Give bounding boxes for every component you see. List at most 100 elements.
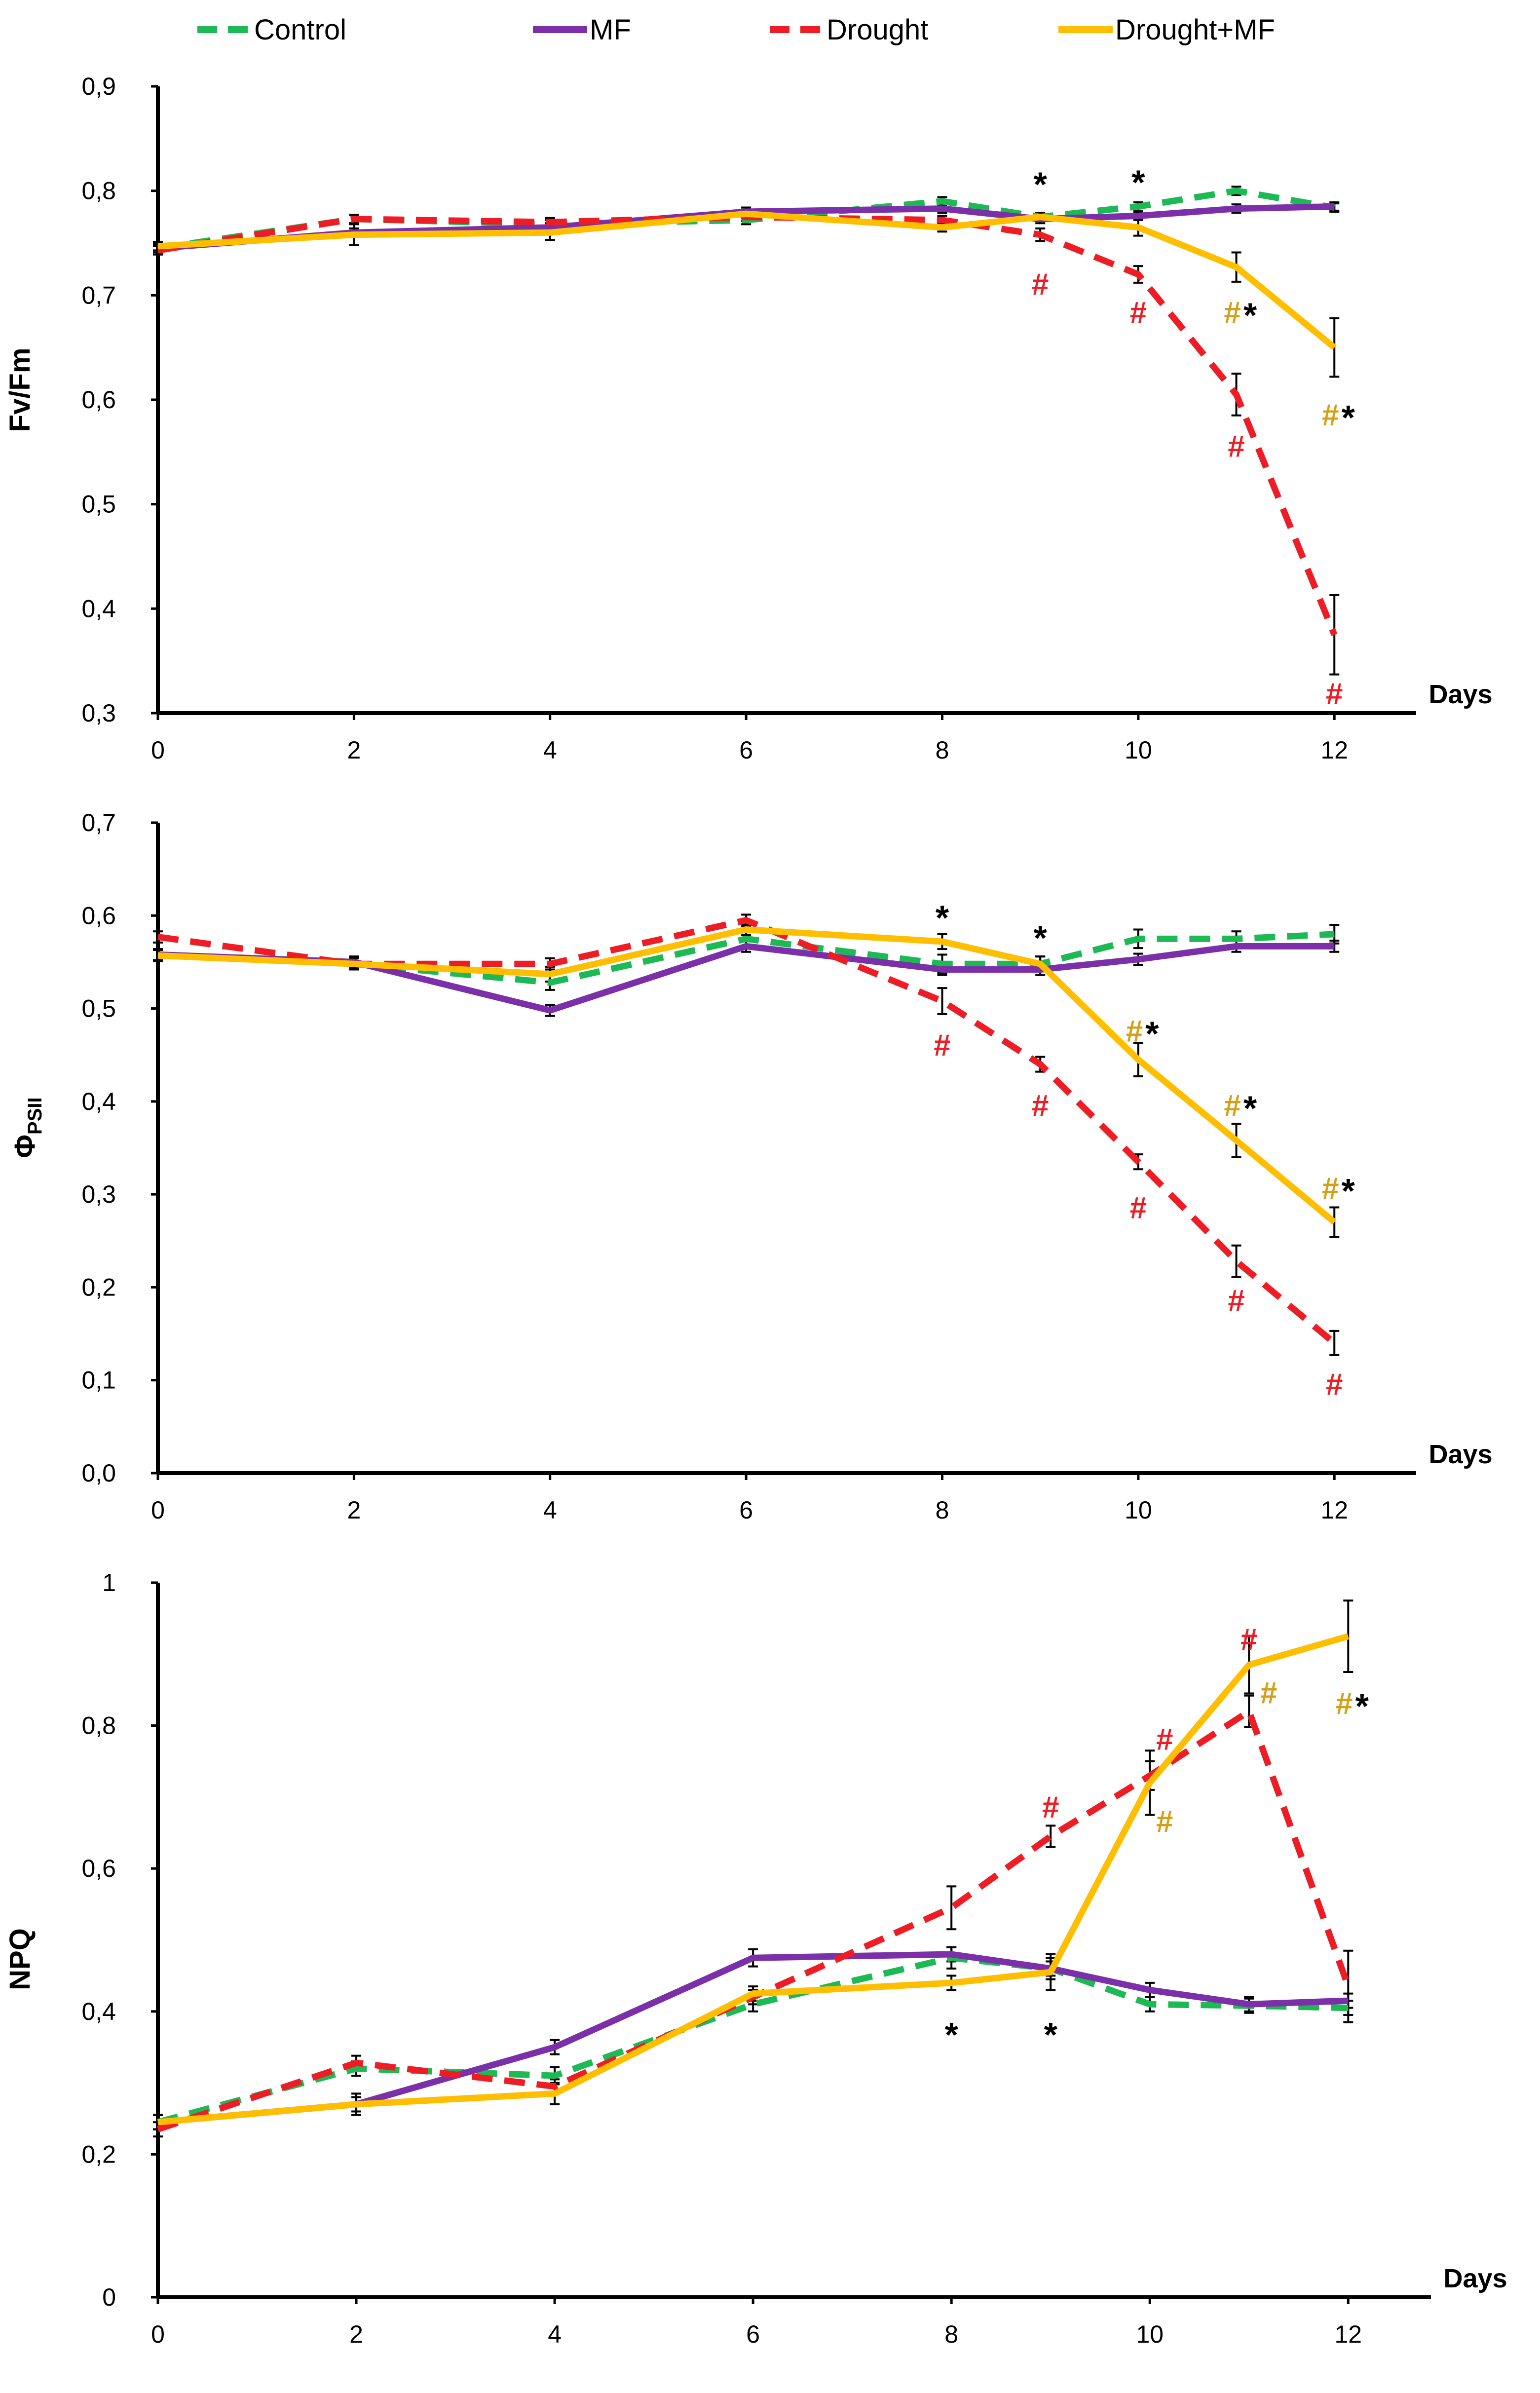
significance-asterisk: * <box>1131 163 1145 202</box>
legend-label-control: Control <box>254 14 346 46</box>
x-tick-label: 4 <box>548 2320 562 2348</box>
y-tick-label: 0,2 <box>81 2140 116 2168</box>
y-axis-title: ΦPSII <box>9 1097 46 1158</box>
y-tick-label: 0,8 <box>81 177 116 205</box>
x-tick-label: 10 <box>1125 736 1152 764</box>
x-tick-label: 6 <box>739 736 753 764</box>
significance-hash: # <box>1326 677 1343 711</box>
y-tick-label: 0,3 <box>81 699 116 727</box>
series-line-drought-mf <box>157 210 1337 350</box>
significance-hash: # <box>1224 1089 1240 1123</box>
x-tick-label: 0 <box>151 2320 165 2348</box>
y-tick-label: 0,1 <box>81 1367 116 1394</box>
series-line-mf <box>157 943 1335 1014</box>
x-tick-label: 12 <box>1320 736 1348 764</box>
x-axis-title: Days <box>1428 1440 1492 1469</box>
series-line-drought <box>157 917 1337 1346</box>
x-axis-title: Days <box>1443 2264 1507 2293</box>
x-tick-label: 12 <box>1320 1496 1348 1524</box>
y-tick-label: 0,6 <box>81 1855 116 1882</box>
y-tick-label: 0,9 <box>81 73 116 100</box>
x-tick-label: 8 <box>944 2320 958 2348</box>
significance-hash: # <box>1156 1805 1173 1839</box>
y-tick-label: 0,4 <box>81 595 116 622</box>
x-tick-label: 10 <box>1125 1496 1152 1524</box>
error-bar <box>1343 1949 1353 2023</box>
y-tick-label: 0,3 <box>81 1180 116 1208</box>
series-line-drought <box>156 1708 1352 2132</box>
fvfm-panel: 0,3 0,4 0,5 0,6 0,7 0,8 0,9 0 2 4 6 8 10 12 Days Fv/Fm *… <box>4 73 1493 764</box>
significance-hash: # <box>1260 1676 1277 1710</box>
x-tick-label: 4 <box>543 736 557 764</box>
x-tick-label: 6 <box>739 1496 753 1524</box>
y-tick-label: 0 <box>102 2283 116 2311</box>
significance-hash: # <box>934 1028 950 1063</box>
series-line-control <box>157 1954 1349 2126</box>
y-tick-label: 0,0 <box>81 1459 116 1487</box>
x-axis-title: Days <box>1428 680 1492 709</box>
significance-hash: # <box>1130 1191 1147 1225</box>
y-tick-label: 0,4 <box>81 1998 116 2025</box>
y-tick-label: 0,5 <box>81 491 116 518</box>
y-tick-label: 0,4 <box>81 1088 116 1115</box>
significance-hash: # <box>1224 296 1240 330</box>
significance-asterisk: * <box>1243 296 1257 334</box>
x-tick-label: 2 <box>347 1496 361 1524</box>
x-tick-label: 12 <box>1334 2320 1362 2348</box>
series-line-drought-mf <box>157 1633 1350 2126</box>
significance-hash: # <box>1156 1723 1173 1757</box>
significance-hash: # <box>1322 1172 1339 1206</box>
significance-asterisk: * <box>1034 165 1048 204</box>
x-tick-label: 8 <box>936 1496 949 1524</box>
legend: Control MF Drought Drought+MF <box>197 14 1275 46</box>
y-tick-label: 0,5 <box>81 995 116 1023</box>
error-bar <box>153 930 163 944</box>
significance-asterisk: * <box>945 2015 959 2054</box>
y-tick-label: 0,7 <box>81 281 116 309</box>
error-bar <box>946 1885 957 1931</box>
significance-hash: # <box>1228 429 1244 463</box>
x-tick-label: 8 <box>936 736 949 764</box>
x-tick-label: 2 <box>349 2320 363 2348</box>
x-tick-label: 4 <box>543 1496 557 1524</box>
significance-asterisk: * <box>1342 1172 1355 1210</box>
y-tick-label: 0,6 <box>81 902 116 929</box>
significance-asterisk: * <box>1355 1687 1369 1725</box>
series-line-drought-mf <box>157 926 1337 1225</box>
significance-hash: # <box>1322 398 1339 432</box>
x-tick-label: 2 <box>347 736 361 764</box>
significance-hash: # <box>1240 1623 1257 1657</box>
x-tick-label: 0 <box>151 736 165 764</box>
significance-hash: # <box>1032 267 1049 302</box>
x-tick-label: 10 <box>1136 2320 1164 2348</box>
y-tick-label: 0,7 <box>81 809 116 836</box>
significance-asterisk: * <box>1342 398 1355 437</box>
significance-hash: # <box>1336 1687 1352 1721</box>
significance-hash: # <box>1032 1089 1049 1123</box>
error-bar <box>1329 1329 1340 1356</box>
x-tick-label: 6 <box>746 2320 760 2348</box>
phipsii-panel: 0,0 0,1 0,2 0,3 0,4 0,5 0,6 0,7 0 2 4 6 8 10 12 Days ΦPS… <box>9 809 1493 1524</box>
y-tick-label: 0,8 <box>81 1712 116 1740</box>
y-axis-title: Fv/Fm <box>4 348 36 432</box>
error-bar <box>1046 1824 1056 1848</box>
error-bar <box>1231 1244 1241 1278</box>
significance-asterisk: * <box>1044 2015 1058 2054</box>
x-tick-label: 0 <box>151 1496 165 1524</box>
significance-asterisk: * <box>1145 1015 1159 1053</box>
series-line-mf <box>157 1951 1349 2126</box>
legend-label-mf: MF <box>590 14 631 46</box>
y-tick-label: 0,2 <box>81 1273 116 1301</box>
y-axis-title: NPQ <box>4 1928 36 1990</box>
error-bar <box>937 987 947 1015</box>
y-axis-title-subscript: PSII <box>24 1097 46 1135</box>
y-axis-title-base: Φ <box>9 1135 41 1158</box>
y-tick-label: 0,6 <box>81 386 116 414</box>
legend-label-drought: Drought <box>826 14 928 46</box>
significance-asterisk: * <box>1243 1089 1257 1127</box>
significance-hash: # <box>1042 1790 1059 1824</box>
significance-asterisk: * <box>936 898 949 937</box>
significance-asterisk: * <box>1034 919 1048 957</box>
